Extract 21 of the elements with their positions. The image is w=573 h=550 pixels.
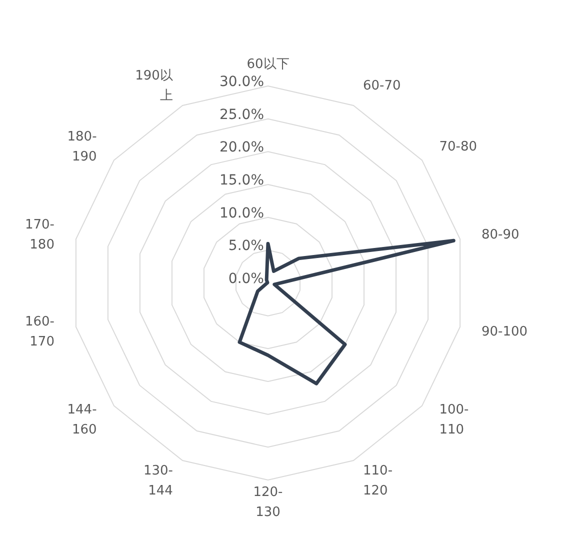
spoke-label: 100-110 <box>439 402 470 438</box>
spoke-label: 170-180 <box>24 217 55 252</box>
spoke-label: 60-70 <box>363 78 401 94</box>
spoke-label: 120-130 <box>253 485 284 520</box>
spoke-label: 90-100 <box>482 324 528 340</box>
y-tick-label: 30.0% <box>220 74 264 90</box>
spoke-label: 60以下 <box>246 57 290 72</box>
spoke-label: 180-190 <box>67 129 98 164</box>
y-tick-label: 5.0% <box>228 238 264 254</box>
spoke-label: 160-170 <box>24 314 55 350</box>
spoke-label: 190以上 <box>135 68 173 104</box>
spoke-label: 70-80 <box>439 139 477 154</box>
spoke-label: 110-120 <box>363 463 393 498</box>
y-tick-label: 25.0% <box>220 106 264 123</box>
y-tick-label: 0.0% <box>228 271 264 287</box>
spoke-label: 80-90 <box>482 227 520 242</box>
y-tick-label: 10.0% <box>220 205 264 222</box>
spoke-label: 130-144 <box>143 463 174 498</box>
spoke-label: 144-160 <box>67 402 98 438</box>
y-tick-label: 15.0% <box>220 172 264 188</box>
y-tick-label: 20.0% <box>220 140 264 156</box>
